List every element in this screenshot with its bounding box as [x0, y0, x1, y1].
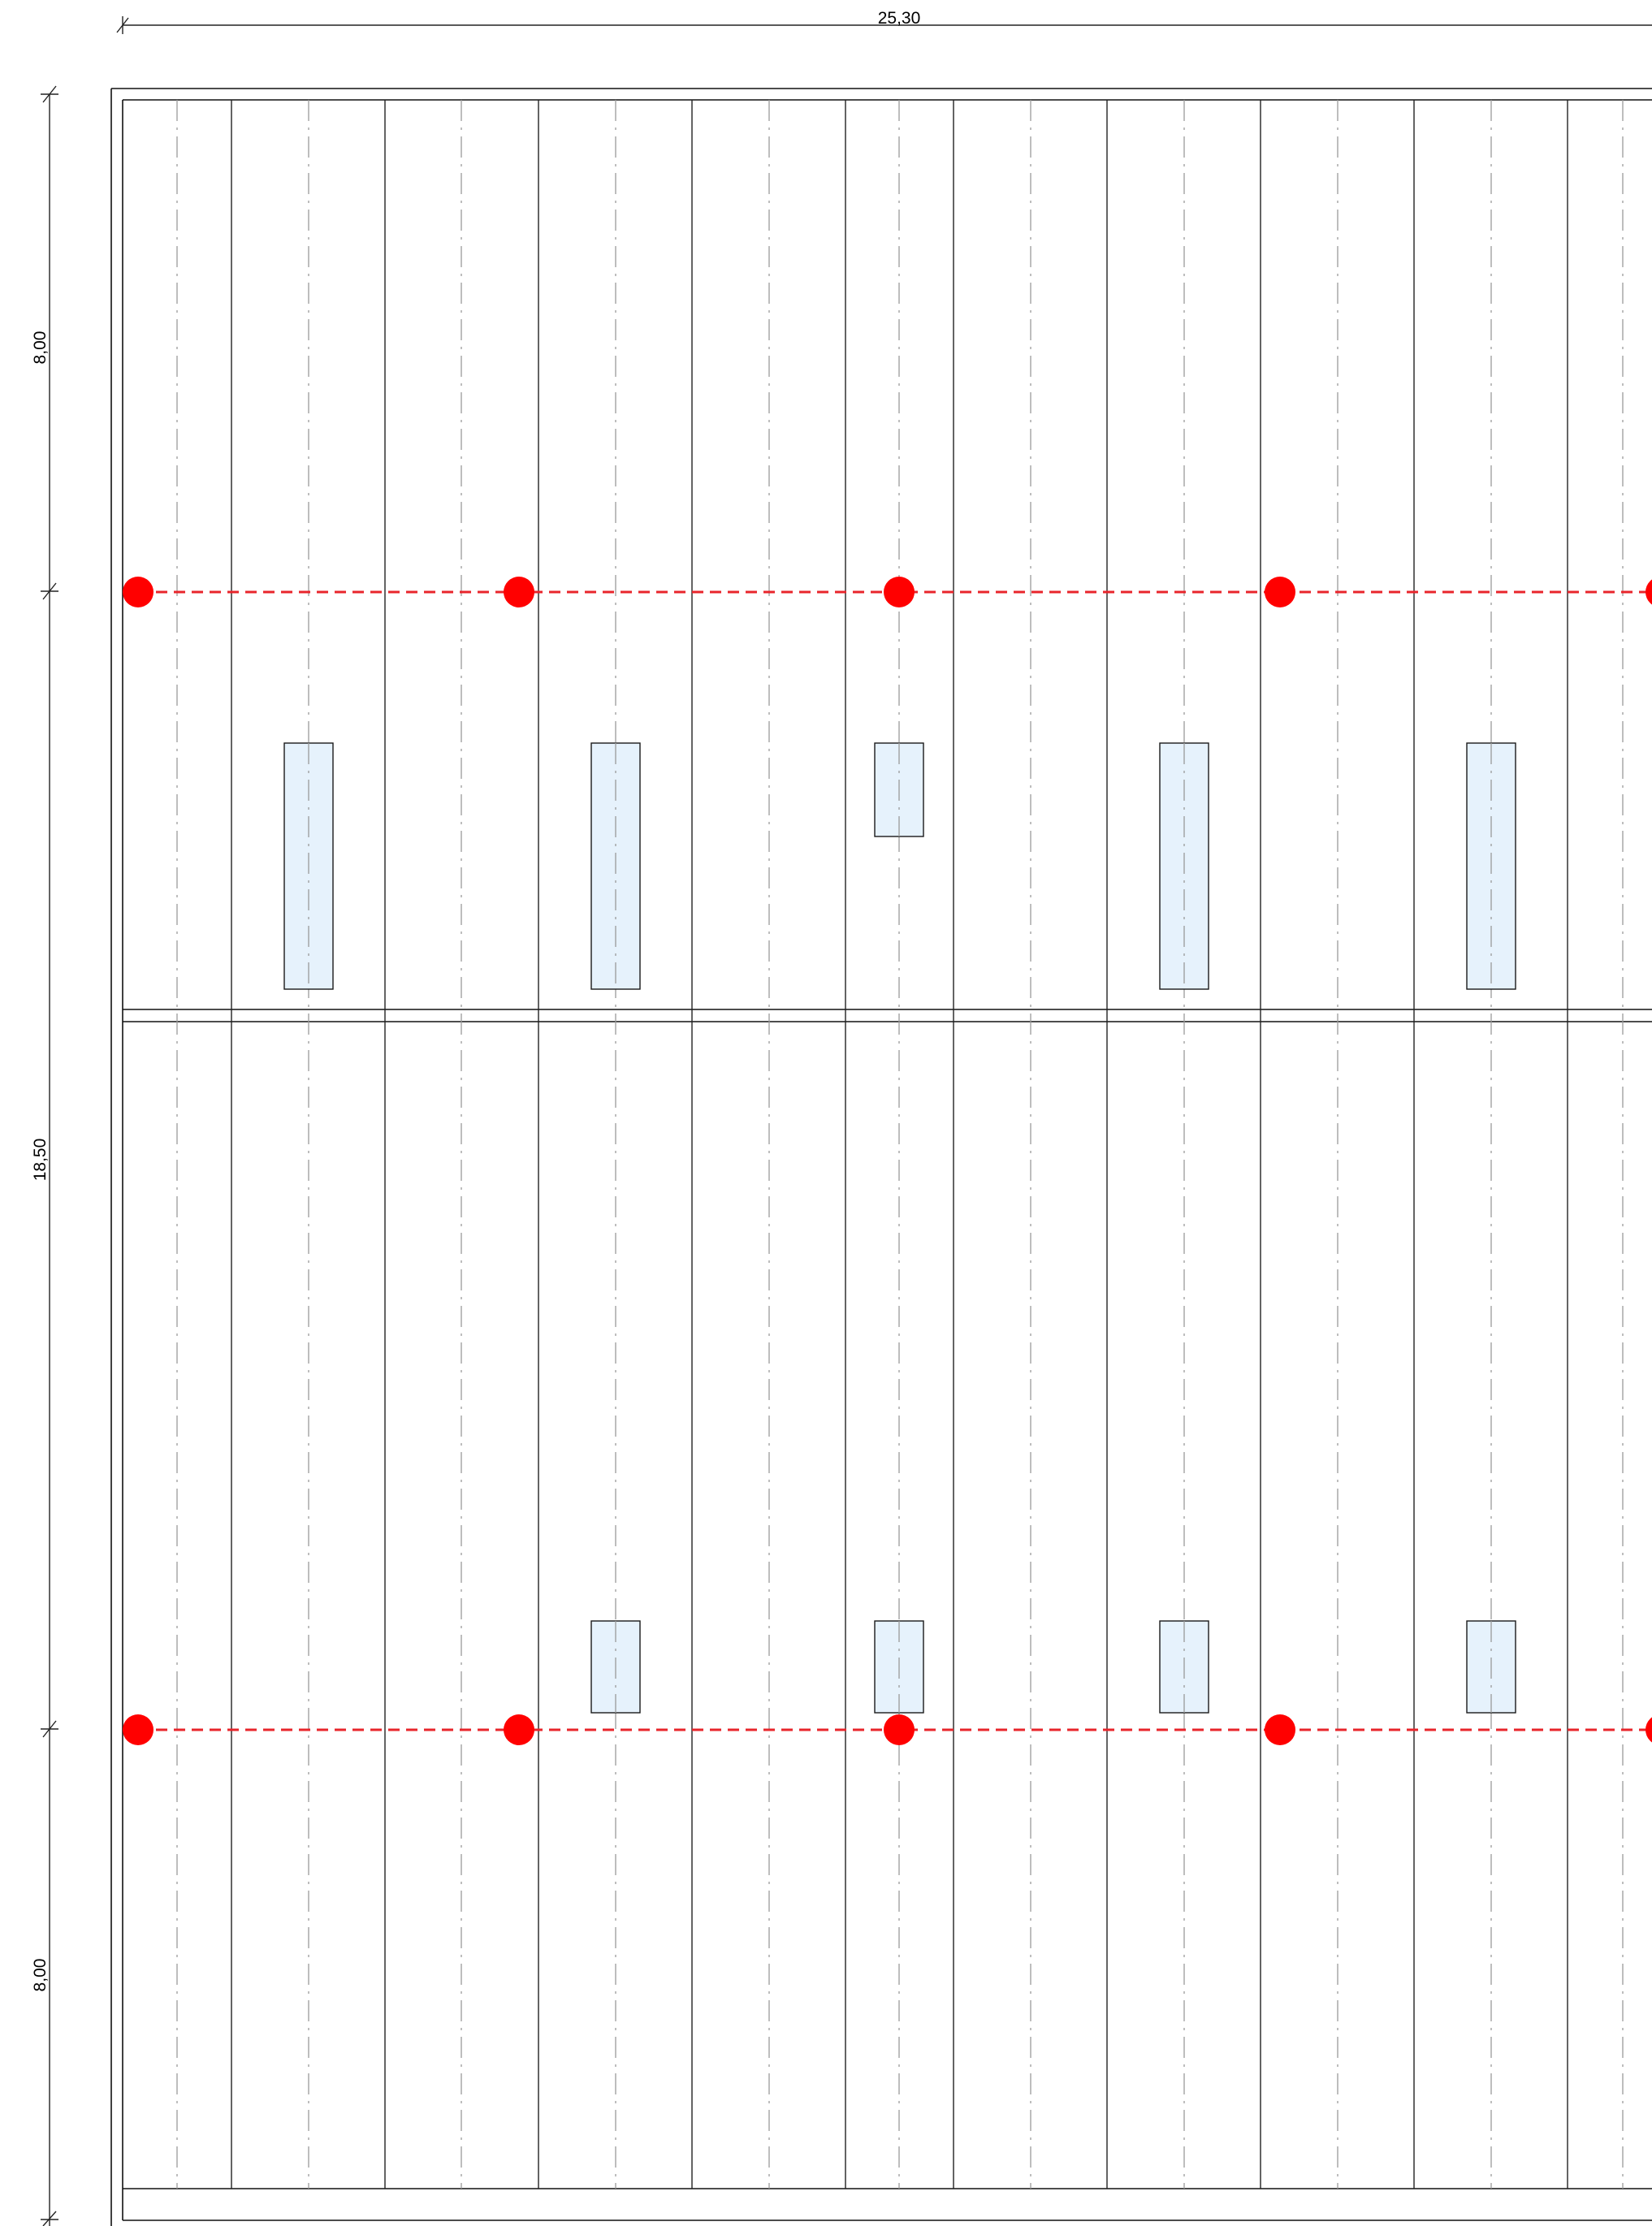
skylights	[283, 742, 1516, 1714]
anchor-point	[123, 1714, 154, 1745]
lifelines	[123, 577, 1652, 1745]
anchor-point	[1265, 1714, 1295, 1745]
anchor-point	[123, 577, 154, 607]
axis-lines	[176, 100, 1624, 2189]
dimension-tick-2	[41, 582, 58, 600]
anchor-point	[1646, 579, 1652, 605]
anchor-point	[1265, 577, 1295, 607]
overall-width-dimension: 25,30	[116, 9, 1652, 34]
bay-lines	[231, 100, 1568, 2189]
lifeline-upper	[123, 577, 1652, 607]
vertical-dimension-chain: 8,00 18,50 8,00	[31, 85, 58, 2226]
anchor-point	[1646, 1717, 1652, 1743]
anchor-point	[884, 577, 915, 607]
bottom-span-label: 8,00	[31, 1959, 50, 1992]
anchor-point	[884, 1714, 915, 1745]
overall-width-label: 25,30	[878, 9, 921, 28]
middle-span-label: 18,50	[31, 1139, 50, 1182]
anchor-point	[504, 1714, 534, 1745]
anchor-point	[504, 577, 534, 607]
top-span-label: 8,00	[31, 331, 50, 365]
roof-outline	[110, 88, 1652, 2226]
dimension-tick-4	[41, 2211, 58, 2226]
dimension-tick-3	[41, 1720, 58, 1738]
lifeline-lower	[123, 1714, 1652, 1745]
dimension-tick-1	[41, 85, 58, 103]
